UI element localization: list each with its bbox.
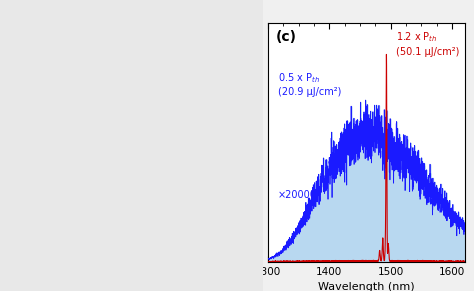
Text: 1.2 x P$_{th}$
(50.1 μJ/cm²): 1.2 x P$_{th}$ (50.1 μJ/cm²) bbox=[396, 31, 459, 57]
Y-axis label: Intensity (a.u.): Intensity (a.u.) bbox=[252, 102, 262, 184]
Text: ×20000: ×20000 bbox=[278, 190, 317, 200]
X-axis label: Wavelength (nm): Wavelength (nm) bbox=[318, 282, 414, 291]
Text: (c): (c) bbox=[276, 31, 297, 45]
Text: 0.5 x P$_{th}$
(20.9 μJ/cm²): 0.5 x P$_{th}$ (20.9 μJ/cm²) bbox=[278, 71, 341, 97]
